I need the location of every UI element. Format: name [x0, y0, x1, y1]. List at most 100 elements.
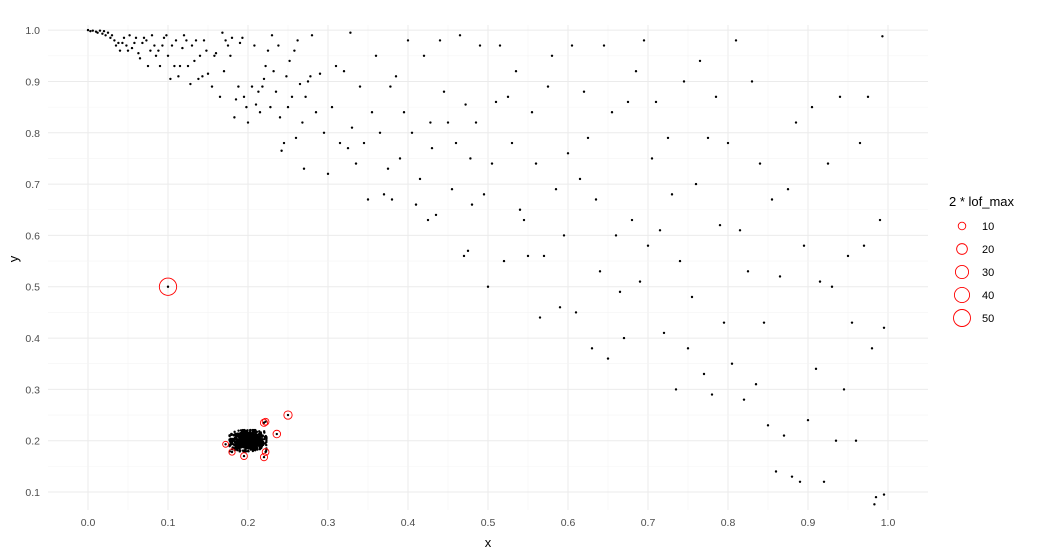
data-point	[309, 75, 312, 78]
data-point	[678, 259, 682, 263]
data-point	[830, 285, 834, 288]
cluster-point	[248, 443, 251, 447]
legend-title: 2 * lof_max	[949, 194, 1015, 209]
data-point	[478, 44, 482, 47]
data-point	[750, 80, 754, 83]
data-point	[269, 105, 272, 109]
cluster-point	[231, 446, 234, 449]
data-point	[253, 44, 256, 47]
data-point	[272, 69, 275, 73]
cluster-point	[263, 437, 266, 441]
data-point	[490, 162, 494, 165]
cluster-point	[253, 446, 256, 450]
data-point	[293, 49, 296, 52]
data-point	[454, 141, 458, 145]
data-point	[214, 52, 218, 55]
data-point	[834, 439, 838, 442]
data-point	[866, 95, 870, 99]
data-point	[474, 121, 478, 124]
data-point	[102, 29, 106, 33]
data-point	[614, 234, 618, 237]
data-point	[442, 90, 446, 93]
cluster-point	[252, 433, 255, 436]
data-point	[178, 64, 182, 68]
data-point	[96, 31, 99, 34]
data-point	[125, 44, 128, 47]
data-point	[778, 275, 782, 278]
cluster-point	[233, 430, 236, 434]
data-point	[134, 36, 138, 40]
data-point	[386, 167, 390, 170]
data-point	[98, 29, 102, 32]
data-point	[806, 418, 810, 422]
data-point	[526, 254, 530, 258]
data-point	[238, 41, 242, 45]
data-point	[288, 59, 291, 63]
data-point	[574, 311, 578, 314]
data-point	[110, 34, 114, 37]
cluster-point	[235, 437, 238, 441]
cluster-point	[231, 437, 234, 441]
cluster-point	[251, 449, 255, 453]
data-point	[626, 100, 630, 104]
cluster-point	[254, 440, 258, 443]
data-point	[514, 69, 518, 73]
data-point	[486, 285, 490, 288]
data-point	[117, 41, 120, 45]
cluster-point	[258, 444, 261, 447]
data-point	[606, 357, 610, 360]
data-point	[250, 85, 254, 88]
data-point	[261, 85, 264, 88]
cluster-point	[265, 440, 268, 444]
data-point	[190, 44, 194, 47]
data-point	[758, 162, 762, 165]
data-point	[722, 321, 726, 324]
data-point	[354, 162, 358, 165]
data-point	[121, 41, 124, 45]
cluster-point	[259, 434, 263, 438]
legend-key	[954, 264, 970, 280]
data-point	[469, 157, 472, 160]
data-point	[554, 188, 558, 191]
data-point	[150, 34, 154, 37]
data-point	[882, 326, 886, 330]
data-point	[166, 54, 170, 57]
data-point	[630, 218, 634, 222]
outlier-point	[230, 450, 234, 454]
data-point	[304, 95, 307, 99]
data-point	[146, 64, 150, 68]
data-point	[157, 49, 160, 52]
x-tick-label: 0.7	[641, 517, 656, 529]
cluster-point	[264, 434, 268, 438]
data-point	[153, 44, 156, 47]
cluster-point	[242, 440, 246, 443]
data-point	[858, 141, 862, 145]
cluster-point	[245, 434, 249, 437]
x-tick-label: 0.5	[481, 517, 496, 529]
lof-circle	[222, 440, 229, 448]
y-tick-label: 0.4	[25, 333, 40, 345]
data-point	[389, 85, 392, 88]
lof-circle	[259, 453, 269, 462]
data-point	[642, 39, 646, 42]
data-point	[438, 39, 442, 42]
data-point	[558, 306, 562, 309]
cluster-point	[254, 431, 258, 435]
data-point	[690, 295, 694, 299]
outlier-point	[264, 420, 267, 423]
cluster-point	[243, 449, 246, 453]
data-point	[738, 229, 742, 232]
legend-label: 30	[982, 267, 994, 279]
data-point	[285, 75, 288, 78]
legend-entries: 10 20 30 40 50	[953, 221, 994, 327]
data-point	[464, 103, 467, 106]
cluster-point	[237, 446, 240, 449]
data-point	[130, 46, 134, 50]
data-point	[141, 41, 144, 45]
data-point	[349, 31, 352, 34]
data-point	[414, 203, 418, 206]
data-point	[686, 347, 690, 350]
data-point	[89, 29, 92, 33]
data-point	[334, 64, 338, 68]
y-axis-ticks: 0.1 0.2 0.3 0.4 0.5 0.6 0.7 0.8 0.9 1.0	[25, 25, 40, 499]
